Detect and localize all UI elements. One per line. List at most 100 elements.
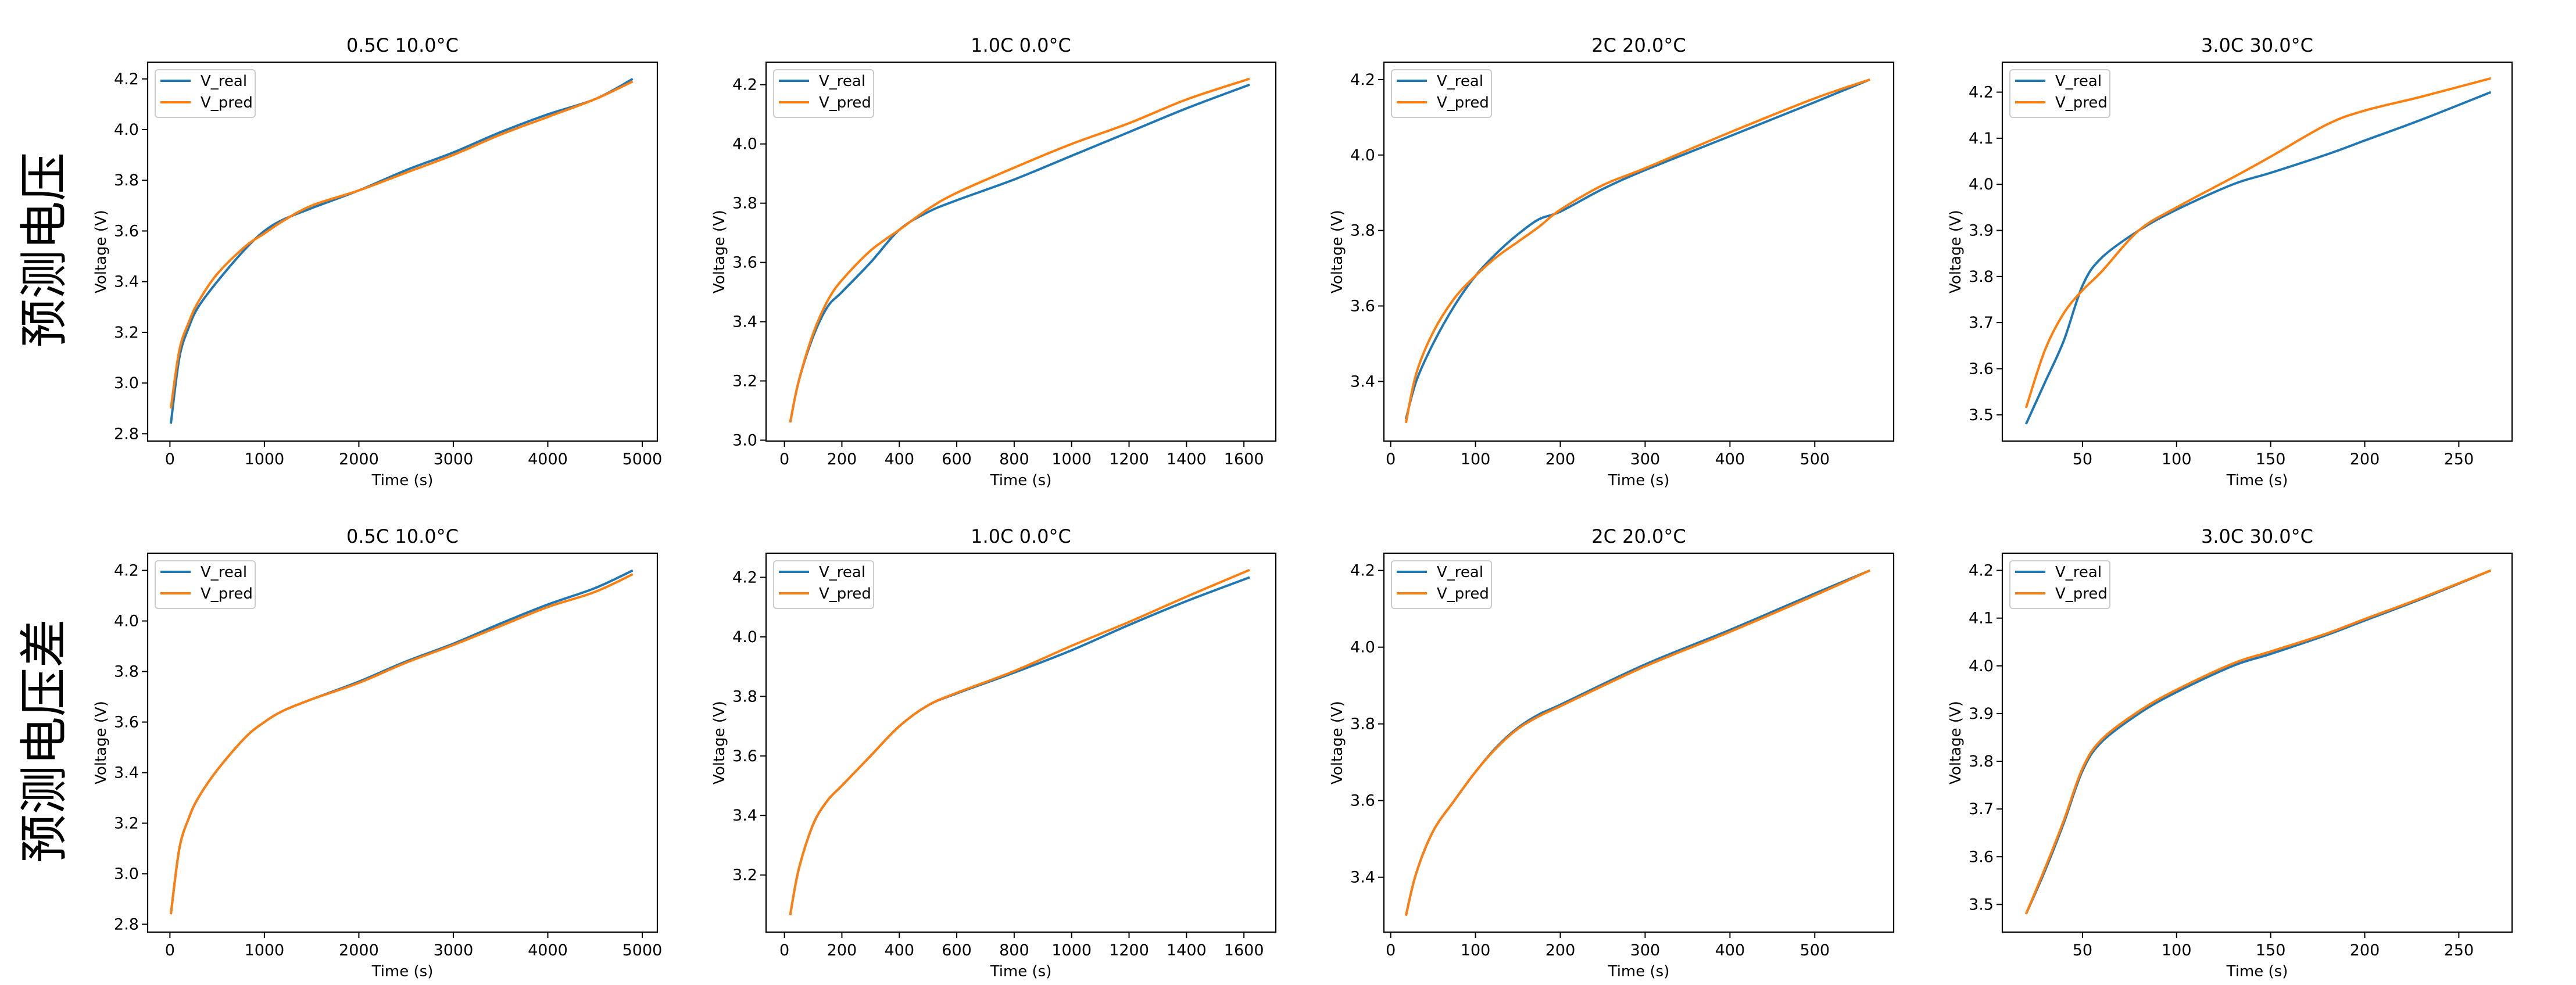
chart-title: 1.0C 0.0°C [971,34,1071,56]
legend-label: V_real [1437,73,1483,90]
legend-label: V_pred [1437,94,1489,112]
x-tick-label: 400 [884,450,914,468]
y-axis-label: Voltage (V) [1947,701,1965,785]
chart-panel: 0 100 200 300 400 500 3.4 3.6 3.8 4.0 4.2 2C 20.0°C… [1329,34,1895,489]
legend-label: V_pred [201,94,253,112]
x-tick-label: 0 [165,450,175,468]
x-tick-label: 400 [1715,450,1745,468]
chart-panel: 0 200 400 600 800 1000 1200 1400 1600 3.2 3.4 3.6 3.… [711,525,1277,980]
y-tick-label: 4.2 [114,70,139,88]
axes-frame [765,552,1277,933]
series-line-v-pred [1404,78,1870,424]
legend: V_real V_pred [773,69,874,118]
y-tick-label: 4.2 [732,568,757,586]
x-tick-label: 250 [2444,450,2474,468]
row-label-2: 预测电压差 [16,619,73,863]
y-tick-label: 4.2 [1350,562,1375,580]
axes-frame [2001,61,2513,442]
x-tick-label: 800 [999,941,1029,959]
series-line-v-real [789,576,1250,916]
y-tick-label: 3.0 [114,865,139,883]
x-tick-label: 1000 [1051,941,1092,959]
y-tick-label: 3.2 [114,324,139,342]
x-tick-label: 0 [779,450,789,468]
y-tick-label: 4.2 [1969,84,1994,102]
y-tick-label: 4.1 [1969,610,1994,628]
y-tick-label: 3.8 [1350,715,1375,733]
chart-title: 3.0C 30.0°C [2201,525,2313,547]
y-tick-label: 3.8 [1969,753,1994,771]
x-tick-label: 250 [2444,941,2474,959]
legend-label: V_real [819,73,865,90]
y-axis-label: Voltage (V) [92,701,110,785]
chart-panel: 50 100 150 200 250 3.5 3.6 3.7 3.8 3.9 4.0 4.1 4.2 3.… [1947,34,2513,489]
y-tick-label: 4.0 [1969,175,1994,194]
y-tick-label: 3.6 [1350,298,1375,316]
x-tick-label: 100 [1461,941,1491,959]
chart-panel: 0 1000 2000 3000 4000 5000 2.8 3.0 3.2 3.4 3.6 3.8 4… [92,525,662,980]
y-axis-label: Voltage (V) [1329,210,1346,293]
legend: V_real V_pred [1391,69,1492,118]
y-tick-label: 3.6 [114,222,139,240]
x-tick-label: 500 [1800,941,1830,959]
chart-title: 0.5C 10.0°C [346,34,459,56]
y-tick-label: 4.0 [732,135,757,153]
x-tick-label: 150 [2256,941,2286,959]
y-axis-label: Voltage (V) [92,210,110,293]
chart-panel: 0 200 400 600 800 1000 1200 1400 1600 3.0 3.2 3.4 3.… [711,34,1277,489]
series-line-v-real [1404,569,1870,916]
legend: V_real V_pred [155,560,256,609]
x-tick-label: 4000 [528,450,568,468]
chart-title: 2C 20.0°C [1591,34,1686,56]
x-tick-label: 300 [1630,450,1661,468]
axes-frame [765,61,1277,442]
y-axis-label: Voltage (V) [711,701,728,785]
series-line-v-real [2024,569,2492,915]
y-tick-label: 4.0 [732,628,757,646]
x-tick-label: 100 [2162,450,2192,468]
y-tick-label: 4.2 [1350,71,1375,89]
chart-title: 2C 20.0°C [1591,525,1686,547]
y-tick-label: 3.0 [114,374,139,392]
y-tick-label: 4.0 [1969,657,1994,675]
x-tick-label: 200 [2350,450,2380,468]
y-tick-label: 3.2 [114,815,139,833]
y-tick-label: 3.4 [1350,869,1375,887]
x-tick-label: 0 [1386,450,1396,468]
y-axis-label: Voltage (V) [1947,210,1965,293]
y-tick-label: 3.6 [1969,360,1994,378]
series-line-v-pred [2024,569,2492,915]
x-tick-label: 400 [1715,941,1745,959]
legend: V_real V_pred [155,69,256,118]
x-tick-label: 2000 [339,450,379,468]
series-line-v-pred [170,573,634,915]
x-tick-label: 500 [1800,450,1830,468]
series-line-v-real [170,78,634,424]
x-tick-label: 200 [2350,941,2380,959]
y-tick-label: 3.4 [114,273,139,291]
x-axis-label: Time (s) [2226,963,2288,980]
y-axis-label: Voltage (V) [1329,701,1346,785]
y-tick-label: 3.0 [732,431,757,449]
series-line-v-real [789,83,1250,423]
x-tick-label: 300 [1630,941,1661,959]
series-line-v-pred [1404,569,1870,916]
x-tick-label: 200 [1545,450,1576,468]
x-tick-label: 50 [2073,941,2092,959]
y-tick-label: 3.6 [114,714,139,732]
chart-title: 1.0C 0.0°C [971,525,1071,547]
x-tick-label: 1200 [1109,450,1149,468]
axes-frame [146,552,659,933]
y-tick-label: 3.6 [732,254,757,272]
y-tick-label: 3.8 [732,687,757,705]
x-tick-label: 100 [2162,941,2192,959]
x-tick-label: 2000 [339,941,379,959]
legend-label: V_real [2055,564,2102,581]
y-tick-label: 3.6 [1969,848,1994,866]
y-tick-label: 3.8 [1350,222,1375,240]
x-tick-label: 600 [942,941,972,959]
chart-panel: 0 100 200 300 400 500 3.4 3.6 3.8 4.0 4.2 2C 20.0°C… [1329,525,1895,980]
axes-frame [2001,552,2513,933]
y-tick-label: 4.1 [1969,130,1994,148]
